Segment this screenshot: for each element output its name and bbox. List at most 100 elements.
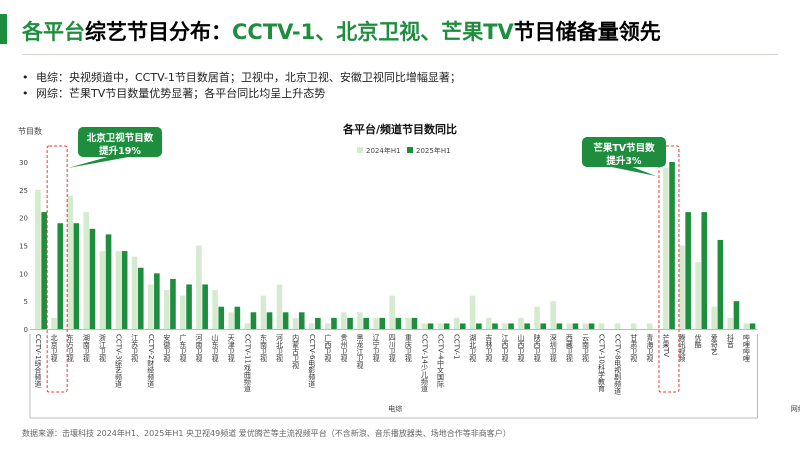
- x-tick-label: 东南卫视: [259, 333, 267, 363]
- x-tick-label: 重庆卫视: [404, 334, 412, 363]
- x-tick-label: 吉林卫视: [485, 334, 493, 363]
- bar-2025: [588, 323, 595, 329]
- legend-label-2025: 2025年H1: [416, 146, 451, 155]
- legend-swatch-2025: [407, 147, 413, 153]
- x-tick-label: 广西卫视: [324, 333, 332, 363]
- y-tick-label: 30: [19, 159, 28, 167]
- title-main: 综艺节目分布：: [85, 20, 232, 44]
- callout-mango-text: 芒果TV节目数: [593, 142, 655, 154]
- footer-source: 数据来源：击壤科技 2024年H1、2025年H1 央卫视49频道 爱优腾芒等主…: [22, 429, 511, 438]
- x-tick-label: 芒果TV: [662, 333, 670, 357]
- x-tick-label: 山西卫视: [517, 333, 525, 363]
- x-tick-label: 贵州卫视: [340, 333, 348, 363]
- highlight-box-beijing: [46, 145, 68, 393]
- group-label: 电综: [388, 404, 402, 413]
- bar-2024: [582, 323, 589, 329]
- legend-label-2024: 2024年H1: [366, 146, 401, 155]
- bar-2025: [218, 306, 225, 329]
- x-tick-label: 哔哩哔哩: [742, 333, 750, 362]
- bar-2025: [282, 312, 289, 329]
- x-tick-label: 四川卫视: [388, 334, 396, 363]
- title-highlight: CCTV-1、北京卫视、芒果TV: [232, 20, 514, 44]
- bar-2025: [121, 251, 128, 329]
- x-tick-label: CCTV-6电影频道: [308, 334, 316, 389]
- bar-2024: [163, 290, 170, 329]
- bar-2024: [115, 251, 122, 329]
- bar-2025: [298, 312, 305, 329]
- bar-2025: [331, 317, 337, 329]
- bar-2024: [646, 323, 653, 329]
- x-tick-label: 东方卫视: [66, 333, 74, 363]
- legend-swatch-2024: [357, 147, 363, 153]
- bar-2024: [389, 295, 395, 329]
- x-tick-label: 辽宁卫视: [372, 334, 380, 363]
- y-tick-label: 10: [19, 270, 28, 278]
- bar-2024: [373, 317, 379, 329]
- bar-2024: [630, 323, 637, 329]
- x-tick-label: 广东卫视: [179, 333, 187, 363]
- bar-2025: [41, 212, 47, 329]
- bar-2024: [212, 290, 218, 329]
- x-tick-label: CCTV-14少儿频道: [420, 334, 428, 393]
- x-tick-label: CCTV-10科学教育: [598, 334, 606, 393]
- bullet-dot-icon: •: [22, 71, 29, 84]
- x-tick-label: 安徽卫视: [163, 333, 171, 363]
- title-prefix: 各平台: [22, 20, 85, 44]
- bar-2025: [154, 273, 160, 329]
- bar-2024: [308, 323, 315, 329]
- x-tick-label: CCTV-8电视剧频道: [614, 334, 622, 396]
- x-tick-label: 西藏卫视: [565, 334, 573, 363]
- y-axis-label: 节目数: [18, 126, 42, 136]
- x-tick-label: 青海卫视: [646, 333, 654, 363]
- callout-mango-pointer: [611, 167, 656, 176]
- callout-beijing-box: [78, 127, 162, 157]
- y-tick-label: 20: [19, 215, 28, 223]
- bar-2025: [459, 323, 466, 329]
- bar-2024: [67, 195, 73, 329]
- page-title: 各平台综艺节目分布：CCTV-1、北京卫视、芒果TV节目储备量领先: [22, 16, 661, 46]
- bar-2024: [228, 312, 234, 329]
- x-tick-label: CCTV-3综艺频道: [115, 334, 123, 389]
- y-tick-label: 0: [24, 326, 28, 334]
- bar-2024: [421, 323, 428, 329]
- bar-2024: [469, 295, 476, 329]
- bar-2024: [679, 245, 685, 329]
- bar-2024: [502, 323, 508, 329]
- bar-2024: [566, 323, 573, 329]
- bar-2025: [669, 162, 675, 329]
- bar-2024: [341, 312, 347, 329]
- bar-2025: [508, 323, 514, 329]
- title-suffix: 节目储备量领先: [513, 20, 661, 44]
- bar-2024: [292, 317, 299, 329]
- x-tick-label: 河南卫视: [195, 334, 203, 363]
- x-tick-label: 黑龙江卫视: [356, 334, 364, 370]
- bar-2024: [260, 295, 267, 329]
- bar-2024: [276, 284, 283, 329]
- bar-2025: [234, 306, 241, 329]
- bar-2025: [572, 323, 579, 329]
- bar-2025: [186, 284, 192, 329]
- x-tick-label: 天津卫视: [227, 334, 235, 363]
- bar-2025: [524, 323, 530, 329]
- chart-title: 各平台/频道节目数同比: [342, 122, 457, 136]
- callout-mango-text: 提升3%: [606, 155, 642, 167]
- bar-2025: [395, 317, 402, 329]
- bar-2025: [73, 223, 80, 329]
- x-tick-label: CCTV-4中文国际: [437, 334, 445, 389]
- bar-2024: [437, 323, 444, 329]
- bar-2024: [518, 317, 524, 329]
- bullet-text: 电综：央视频道中，CCTV-1节目数居首；卫视中，北京卫视、安徽卫视同比增幅显著…: [36, 71, 461, 84]
- bar-2024: [99, 251, 106, 329]
- x-tick-label: 山东卫视: [211, 333, 219, 363]
- y-tick-label: 15: [19, 243, 28, 251]
- callout-beijing-pointer: [68, 157, 129, 168]
- bar-2025: [379, 317, 386, 329]
- x-tick-label: CCTV-11戏曲频道: [243, 334, 251, 393]
- bar-2024: [598, 323, 605, 329]
- callout-beijing-text: 提升19%: [99, 145, 141, 157]
- bar-2025: [476, 323, 482, 329]
- bar-2025: [170, 278, 176, 329]
- bar-2024: [131, 256, 138, 329]
- bar-2025: [749, 323, 756, 329]
